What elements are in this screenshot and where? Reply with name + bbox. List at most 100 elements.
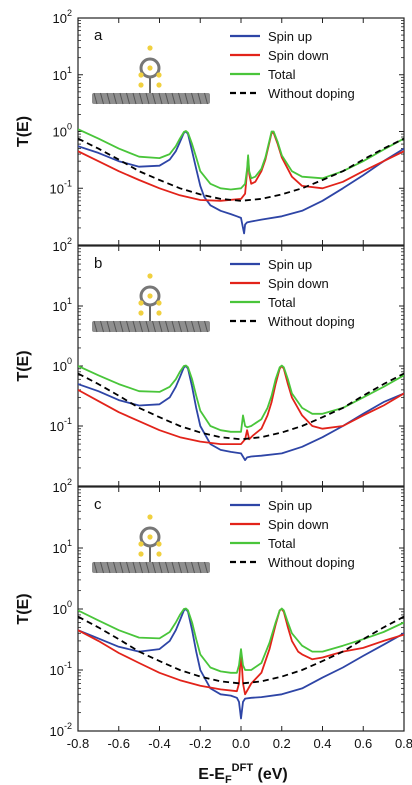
y-tick-label-exponent: -1: [64, 178, 72, 188]
graphene-bond: [171, 561, 176, 574]
graphene-bond: [100, 320, 104, 333]
graphene-bond: [171, 92, 176, 105]
graphene-bond: [152, 561, 156, 574]
molecule-atom: [147, 514, 153, 520]
molecule-atom: [156, 82, 162, 88]
molecule-atom: [156, 310, 162, 316]
y-tick-label-exponent: -2: [64, 721, 72, 731]
legend-entry: Without doping: [268, 86, 355, 101]
graphene-bond: [165, 561, 169, 574]
molecule-atom: [147, 293, 153, 299]
series-line-spin-up: [78, 130, 404, 235]
x-tick-label: -0.6: [108, 736, 130, 751]
graphene-bond: [158, 92, 163, 105]
molecule-atom: [138, 82, 144, 88]
x-tick-label: 0.0: [232, 736, 250, 751]
y-axis-title: T(E): [15, 350, 32, 381]
graphene-bond: [178, 92, 182, 105]
graphene-bond: [126, 92, 130, 105]
y-tick-label-exponent: 2: [67, 236, 72, 246]
series-line-spin-down: [78, 365, 404, 445]
graphene-bond: [93, 561, 98, 574]
molecule-atom: [147, 65, 153, 71]
y-tick-label-exponent: -1: [64, 416, 72, 426]
graphene-bond: [119, 92, 124, 105]
y-tick-label-base: 10: [53, 239, 67, 254]
y-axis-title: T(E): [15, 593, 32, 624]
y-tick-label-base: 10: [50, 181, 64, 196]
series-line-without-doping: [78, 137, 404, 202]
graphene-bond: [139, 561, 143, 574]
graphene-bond: [178, 320, 182, 333]
y-tick-label: 102: [53, 477, 72, 495]
series-line-spin-down: [78, 608, 404, 696]
molecule-inset-picture: [92, 273, 210, 333]
graphene-bond: [204, 92, 208, 105]
graphene-bond: [132, 561, 137, 574]
molecule-atom: [156, 72, 162, 78]
graphene-bond: [191, 320, 195, 333]
y-tick-label-base: 10: [50, 663, 64, 678]
graphene-bond: [106, 320, 111, 333]
molecule-atom: [147, 534, 153, 540]
y-tick-label-exponent: 0: [67, 599, 72, 609]
graphene-bond: [158, 561, 163, 574]
x-axis-title-sub: F: [225, 774, 232, 785]
y-tick-label-exponent: 1: [67, 296, 72, 306]
plot-area-c: [78, 607, 404, 720]
graphene-bond: [184, 561, 189, 574]
x-axis-title-main: E-E: [198, 766, 225, 783]
graphene-bond: [165, 92, 169, 105]
molecule-inset-picture: [92, 514, 210, 574]
y-tick-label-base: 10: [53, 541, 67, 556]
graphene-bond: [165, 320, 169, 333]
series-line-total: [78, 607, 404, 674]
y-tick-label: 101: [53, 296, 72, 314]
molecule-atom: [138, 541, 144, 547]
x-tick-label: 0.2: [273, 736, 291, 751]
y-tick-label-exponent: 1: [67, 538, 72, 548]
graphene-bond: [197, 561, 202, 574]
graphene-bond: [184, 320, 189, 333]
y-tick-label: 102: [53, 236, 72, 254]
molecule-atom: [138, 310, 144, 316]
graphene-bond: [100, 561, 104, 574]
graphene-bond: [145, 320, 150, 333]
legend-entry: Total: [268, 536, 296, 551]
y-tick-label-base: 10: [50, 419, 64, 434]
molecule-atom: [138, 72, 144, 78]
graphene-bond: [197, 320, 202, 333]
graphene-bond: [119, 320, 124, 333]
y-tick-label-base: 10: [50, 724, 64, 739]
legend-entry: Without doping: [268, 555, 355, 570]
molecule-ring: [139, 57, 161, 79]
x-tick-label: 0.4: [313, 736, 331, 751]
molecule-atom: [138, 300, 144, 306]
graphene-bond: [93, 92, 98, 105]
molecule-ring: [139, 526, 161, 548]
graphene-bond: [204, 320, 208, 333]
graphene-bond: [132, 320, 137, 333]
plot-area-a: [78, 128, 404, 235]
graphene-bond: [106, 561, 111, 574]
graphene-bond: [100, 92, 104, 105]
y-tick-label: 10-1: [50, 416, 72, 434]
series-line-total: [78, 364, 404, 433]
y-tick-label-base: 10: [53, 11, 67, 26]
legend-entry: Spin up: [268, 498, 312, 513]
series-line-spin-down: [78, 131, 404, 202]
y-tick-label: 100: [53, 356, 72, 374]
legend-b: Spin up Spin down Total Without doping: [230, 257, 355, 329]
series-line-spin-up: [78, 608, 404, 720]
series-line-total: [78, 128, 404, 191]
graphene-bond: [113, 561, 117, 574]
graphene-bond: [106, 92, 111, 105]
y-tick-label-exponent: 0: [67, 122, 72, 132]
graphene-bond: [197, 92, 202, 105]
y-axis-title: T(E): [15, 116, 32, 147]
legend-entry: Spin up: [268, 29, 312, 44]
x-axis-title-unit: (eV): [253, 766, 288, 783]
y-tick-label-exponent: -1: [64, 660, 72, 670]
